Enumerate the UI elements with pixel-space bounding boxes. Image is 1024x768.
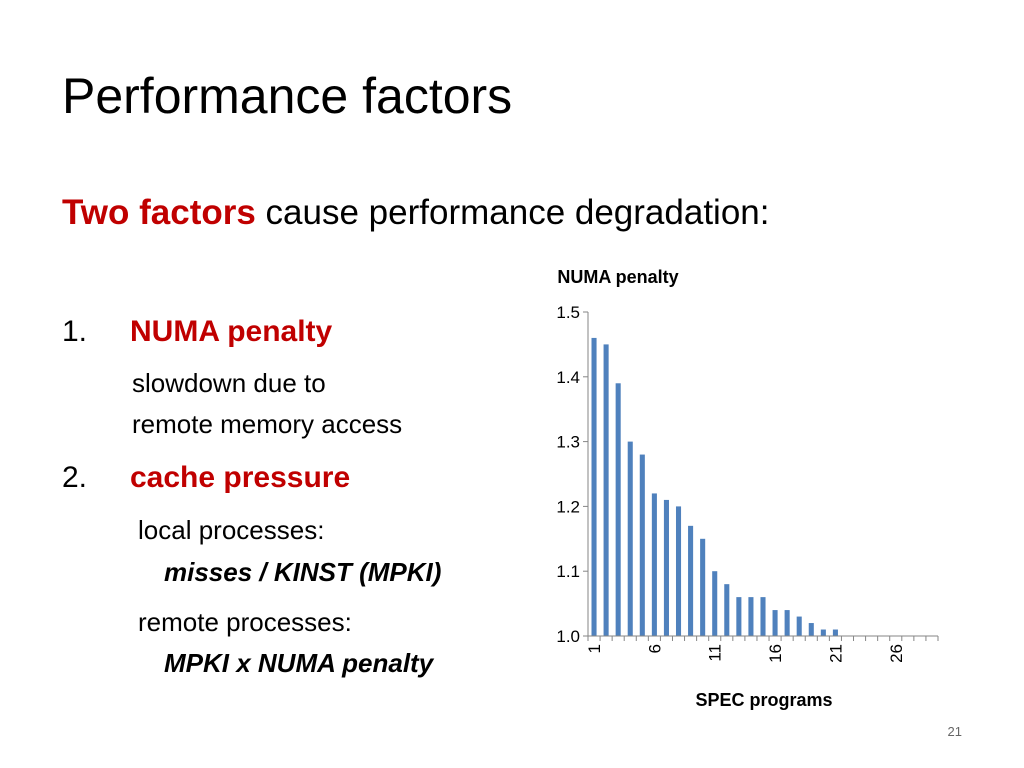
bar xyxy=(688,525,694,636)
bar xyxy=(603,344,609,636)
factor-number: 2. xyxy=(62,461,88,494)
bar xyxy=(772,610,778,636)
factor-heading: NUMA penalty xyxy=(130,315,333,348)
bar xyxy=(724,584,730,636)
x-tick-label: 11 xyxy=(706,644,725,662)
subtitle-highlight: Two factors xyxy=(62,193,256,232)
factor-formula: MPKI x NUMA penalty xyxy=(164,648,434,678)
bar xyxy=(651,493,657,636)
bar xyxy=(675,506,682,636)
x-tick-label: 21 xyxy=(826,644,845,663)
bar xyxy=(796,616,802,636)
bar xyxy=(627,441,633,636)
bar xyxy=(700,538,706,636)
y-tick-label: 1.5 xyxy=(556,303,580,322)
factor-number: 1. xyxy=(62,315,88,348)
slide-title: Performance factors xyxy=(62,68,513,124)
bar xyxy=(736,597,742,636)
bar xyxy=(663,499,669,636)
x-tick-label: 16 xyxy=(766,644,785,663)
factor-heading: cache pressure xyxy=(130,461,351,494)
y-tick-label: 1.3 xyxy=(556,433,580,452)
factor-detail: remote processes: xyxy=(138,607,352,637)
bar xyxy=(832,629,838,636)
bar xyxy=(712,571,718,636)
y-tick-label: 1.0 xyxy=(556,627,580,646)
bar xyxy=(615,383,621,636)
bar xyxy=(808,623,814,636)
numa-penalty-chart: NUMA penalty 1.01.11.21.31.41.5 1 6 11 16 21… xyxy=(556,267,939,710)
bar xyxy=(820,629,826,636)
x-tick-label: 26 xyxy=(887,644,906,663)
chart-title: NUMA penalty xyxy=(557,267,678,287)
bar xyxy=(784,610,790,636)
factor-detail: remote memory access xyxy=(132,409,403,439)
page-number: 21 xyxy=(947,724,962,739)
bar xyxy=(591,337,597,636)
y-axis: 1.0 1.1 1.2 1.3 1.4 1.5 xyxy=(556,303,589,646)
x-axis-label: SPEC programs xyxy=(695,690,832,710)
subtitle-rest: cause performance degradation: xyxy=(255,193,770,232)
bar xyxy=(760,597,766,636)
x-axis: 1 6 11 16 21 26 xyxy=(585,635,939,663)
bar-group xyxy=(591,337,838,636)
x-tick-label: 6 xyxy=(645,644,664,653)
y-tick-label: 1.1 xyxy=(556,562,580,581)
y-tick-label: 1.4 xyxy=(556,368,580,387)
bar xyxy=(639,454,645,636)
factor-detail: slowdown due to xyxy=(132,368,326,398)
x-tick-label: 1 xyxy=(585,644,604,653)
slide-subtitle: Two factors cause performance degradatio… xyxy=(62,190,769,236)
bar xyxy=(748,597,754,636)
factor-formula: misses / KINST (MPKI) xyxy=(164,557,442,587)
y-tick-label: 1.2 xyxy=(556,497,580,516)
factor-detail: local processes: xyxy=(138,515,325,545)
